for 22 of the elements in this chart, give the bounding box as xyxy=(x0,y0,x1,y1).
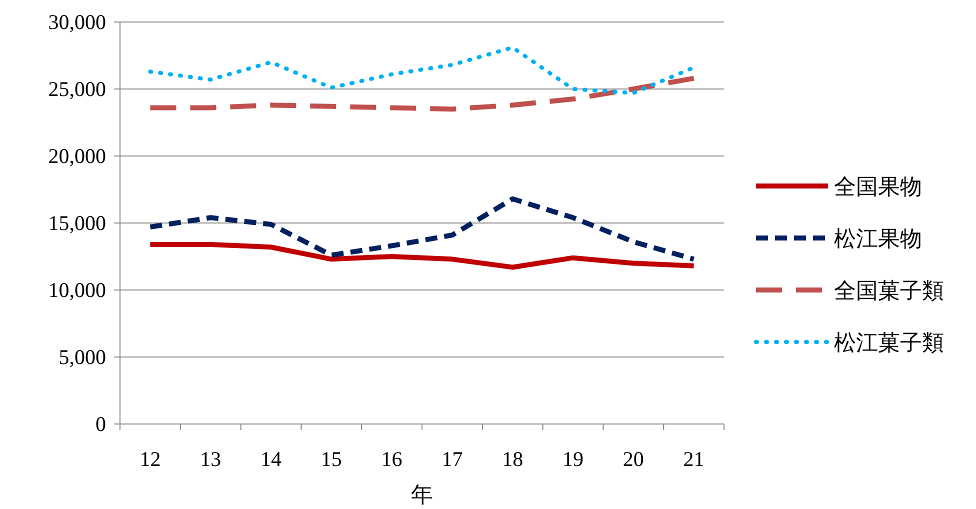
x-tick-label: 14 xyxy=(260,447,282,471)
y-tick-label: 30,000 xyxy=(48,10,106,34)
x-tick-label: 21 xyxy=(683,447,704,471)
legend-label: 全国果物 xyxy=(834,174,922,199)
y-tick-label: 15,000 xyxy=(48,211,106,235)
legend-label: 松江菓子類 xyxy=(834,330,944,355)
x-tick-label: 12 xyxy=(140,447,161,471)
x-tick-label: 17 xyxy=(442,447,463,471)
legend-label: 松江果物 xyxy=(834,226,922,251)
x-tick-label: 20 xyxy=(622,447,644,471)
y-tick-label: 10,000 xyxy=(48,278,106,302)
x-tick-label: 18 xyxy=(502,447,524,471)
y-tick-label: 5,000 xyxy=(58,345,106,369)
y-tick-label: 0 xyxy=(96,412,106,436)
y-tick-label: 20,000 xyxy=(48,144,106,168)
y-tick-label: 25,000 xyxy=(48,77,106,101)
legend-label: 全国菓子類 xyxy=(834,278,944,303)
x-tick-label: 13 xyxy=(200,447,222,471)
x-tick-label: 15 xyxy=(320,447,342,471)
x-tick-label: 19 xyxy=(562,447,584,471)
x-axis-title: 年 xyxy=(411,482,433,507)
x-tick-label: 16 xyxy=(381,447,402,471)
